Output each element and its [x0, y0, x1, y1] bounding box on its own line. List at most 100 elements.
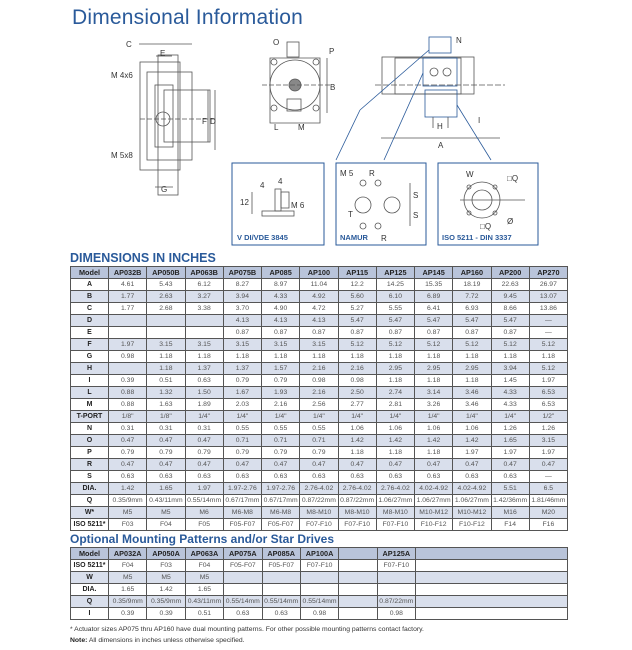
row-label: Q [70, 494, 109, 507]
table-row: G 0.98 1.18 1.18 1.18 1.18 1.18 1.18 1.18 1.18 1.1… [70, 350, 569, 363]
table-cell: 1.26 [528, 422, 569, 435]
table-cell: 1.18 [337, 350, 377, 363]
table-cell: 8.97 [260, 278, 301, 291]
table-cell: 1.42 [107, 482, 148, 495]
table-cell: 3.15 [184, 338, 224, 351]
row-label: F [70, 338, 109, 351]
column-header: AP115 [337, 266, 377, 279]
table-cell: 1.06 [375, 422, 416, 435]
table-cell: 5.12 [528, 338, 569, 351]
table-cell: 0.87 [260, 326, 301, 339]
table-cell: 0.55/14mm [299, 595, 340, 608]
svg-text:□Q: □Q [480, 222, 491, 231]
table-cell: 1.97 [528, 374, 569, 387]
table-cell [415, 595, 568, 608]
row-label: W [70, 571, 109, 584]
table-cell [146, 326, 186, 339]
table-cell: 6.53 [528, 386, 569, 399]
top-view-labels: N H I A [437, 36, 480, 150]
svg-text:ISO 5211 - DIN 3337: ISO 5211 - DIN 3337 [442, 233, 512, 242]
table-header-row: Model AP032A AP050A AP063A AP075A AP085A AP100… [70, 547, 568, 560]
table-cell: 0.71 [260, 434, 301, 447]
svg-text:R: R [369, 169, 375, 178]
table-cell [299, 583, 340, 596]
table-cell: 1.18 [146, 362, 186, 375]
table-cell: 1.65 [107, 583, 148, 596]
svg-text:4: 4 [278, 177, 283, 186]
column-header: AP085A [261, 547, 301, 560]
row-label: W* [70, 506, 109, 519]
table-cell: 0.87 [337, 326, 377, 339]
table-cell: 1.18 [452, 374, 492, 387]
table-header-row: Model AP032B AP050B AP063B AP075B AP085 AP100 A… [70, 266, 569, 279]
table-cell: 1.65 [146, 482, 186, 495]
table-cell: 3.94 [490, 362, 530, 375]
table-cell: 0.51 [146, 374, 186, 387]
table-cell: 1.77 [107, 290, 148, 303]
table-cell: 5.12 [528, 362, 569, 375]
table-cell [338, 559, 378, 572]
note-label: Note: [70, 637, 88, 644]
table-cell: 1.93 [260, 386, 301, 399]
column-header: AP032A [107, 547, 148, 560]
table-cell: 1.97 [490, 446, 530, 459]
table-cell [338, 607, 378, 620]
table-cell: 4.13 [299, 314, 339, 327]
table-cell: 1.42/36mm [490, 494, 530, 507]
table-cell [146, 314, 186, 327]
table-row: ISO 5211* F04 F03 F04 F05-F07 F05-F07 F07-F10 F… [70, 559, 568, 572]
table-cell: 1.18 [375, 446, 416, 459]
table-cell: 4.33 [490, 386, 530, 399]
table-row: I 0.39 0.51 0.63 0.79 0.79 0.98 0.98 1.18 1.18 1.1… [70, 374, 569, 387]
table-cell: F07-F10 [337, 518, 377, 531]
table-cell: 1.65 [184, 583, 225, 596]
table-cell: M5 [146, 571, 186, 584]
table-cell: 5.47 [337, 314, 377, 327]
svg-text:I: I [478, 116, 480, 125]
table-cell [376, 583, 417, 596]
optional-mounting-table: Model AP032A AP050A AP063A AP075A AP085A AP100… [70, 547, 568, 620]
table-row: DIA. 1.42 1.65 1.97 1.97-2.76 1.97-2.76 2.76-4… [70, 482, 569, 495]
table-cell: 1/4" [490, 410, 530, 423]
svg-text:□Q: □Q [507, 174, 518, 183]
table-cell: 6.93 [452, 302, 492, 315]
table-cell: 2.68 [146, 302, 186, 315]
table-row: Q 0.35/9mm 0.43/11mm 0.55/14mm 0.67/17mm 0.67… [70, 494, 569, 507]
table-cell: — [528, 470, 569, 483]
svg-text:G: G [161, 185, 167, 194]
table-cell: 6.5 [528, 482, 569, 495]
footnote-asterisk: * Actuator sizes AP075 thru AP160 have d… [70, 626, 424, 633]
table-cell: 1.65 [490, 434, 530, 447]
table-cell: 0.63 [184, 470, 224, 483]
table-cell: 3.70 [222, 302, 263, 315]
table-cell: 0.87/22mm [376, 595, 417, 608]
column-header: Model [70, 266, 109, 279]
table-cell: 0.63 [413, 470, 454, 483]
table-cell: 1.18 [337, 446, 377, 459]
table-cell: 13.07 [528, 290, 569, 303]
table-cell: 2.16 [299, 362, 339, 375]
table-row: D 4.13 4.13 4.13 5.47 5.47 5.47 5.47 5.47— [70, 314, 569, 327]
column-header: AP125 [375, 266, 416, 279]
table-cell: 0.39 [146, 607, 186, 620]
table-row: W M5 M5 M5 [70, 571, 568, 584]
table-cell: 1.06/27mm [452, 494, 492, 507]
table-cell: M8-M10 [375, 506, 416, 519]
table-cell: 2.95 [452, 362, 492, 375]
table-cell: M8-M10 [299, 506, 339, 519]
table-cell: 0.47 [299, 458, 339, 471]
table-cell: 14.25 [375, 278, 416, 291]
table-cell: 2.63 [146, 290, 186, 303]
table-cell: 0.47 [375, 458, 416, 471]
table-cell: 1.06 [337, 422, 377, 435]
table-cell: 2.77 [337, 398, 377, 411]
table-cell: 0.63 [337, 470, 377, 483]
table-cell: 5.51 [490, 482, 530, 495]
table-cell: 0.63 [490, 470, 530, 483]
table-cell: M6 [184, 506, 224, 519]
footnote-note: Note: All dimensions in inches unless ot… [70, 637, 245, 644]
row-label: R [70, 458, 109, 471]
table-cell: 11.04 [299, 278, 339, 291]
table-cell: 1.18 [146, 350, 186, 363]
table-cell: 26.97 [528, 278, 569, 291]
